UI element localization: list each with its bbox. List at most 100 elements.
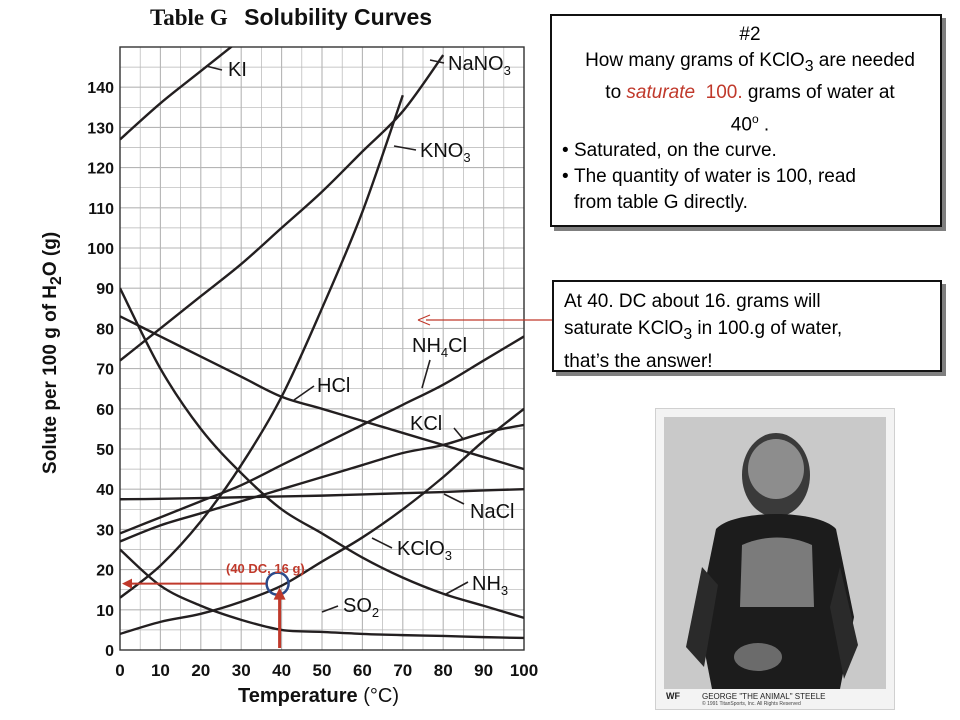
x-axis-label-unit: (°C): [363, 685, 399, 707]
bullet-1-text: Saturated, on the curve.: [574, 140, 777, 162]
curve-label: NaNO3: [448, 53, 511, 78]
answer-box: At 40. DC about 16. grams will saturate …: [552, 280, 942, 372]
answer-line-2-end: in 100.g of water,: [692, 318, 843, 339]
bullet-2-text: The quantity of water is 100, read from t…: [574, 164, 856, 216]
x-tick-label: 40: [272, 661, 291, 680]
y-tick-label: 0: [105, 643, 114, 660]
question-bullet-1: • Saturated, on the curve.: [562, 138, 938, 164]
photo-copyright: © 1991 TitanSports, Inc. All Rights Rese…: [702, 701, 801, 707]
x-tick-label: 10: [151, 661, 170, 680]
x-tick-label: 80: [434, 661, 453, 680]
x-axis-label: Temperature (°C): [238, 685, 399, 708]
curve-label-leader: [321, 605, 339, 613]
x-tick-label: 70: [393, 661, 412, 680]
wwf-logo: WF: [666, 691, 680, 701]
photo-caption: GEORGE "THE ANIMAL" STEELE: [702, 692, 826, 701]
wrestler-photo: WF GEORGE "THE ANIMAL" STEELE © 1991 Tit…: [655, 408, 895, 710]
question-line-2-end: grams of water at: [742, 81, 895, 103]
curve-kno3: [120, 94, 404, 599]
question-bullet-2: • The quantity of water is 100, read from …: [562, 164, 938, 216]
y-axis-label: Solute per 100 g of H2O (g): [40, 203, 66, 503]
question-word-saturate: saturate: [626, 81, 696, 103]
question-line-1-text: How many grams of KClO: [585, 50, 805, 71]
question-number: 100.: [705, 81, 743, 103]
curve-label: NH3: [472, 573, 508, 598]
x-tick-label: 100: [510, 661, 538, 680]
x-tick-label: 30: [232, 661, 251, 680]
bullet-2-line-1: The quantity of water is 100, read: [574, 166, 856, 188]
y-tick-label: 20: [96, 563, 114, 580]
table-id: Table G: [150, 5, 228, 30]
curve-label-leader: [205, 65, 223, 71]
curve-label-leader: [429, 59, 445, 64]
curve-label-leader: [293, 385, 315, 401]
curve-label-leader: [393, 145, 417, 151]
x-tick-label: 60: [353, 661, 372, 680]
curve-nh3: [120, 287, 524, 619]
curve-ki: [120, 47, 234, 141]
bullet-2-line-2: from table G directly.: [574, 192, 748, 214]
y-tick-label: 60: [96, 402, 114, 419]
answer-line-2: saturate KClO3 in 100.g of water,: [564, 315, 936, 348]
curve-label-leader: [453, 427, 465, 441]
curve-label: KCl: [410, 413, 442, 435]
y-tick-label: 130: [87, 120, 114, 137]
curve-kcl: [120, 423, 524, 543]
y-axis-label-rest: O (g): [40, 231, 62, 277]
question-bullets: • Saturated, on the curve. • The quantity …: [562, 138, 938, 216]
question-degree-sup: o: [751, 111, 759, 126]
curve-label: SO2: [343, 595, 379, 620]
y-tick-label: 80: [96, 321, 114, 338]
answer-line-1: At 40. DC about 16. grams will: [564, 291, 821, 312]
y-axis-label-sub: 2: [47, 276, 65, 285]
y-tick-label: 110: [88, 201, 114, 218]
curve-label-leader: [421, 359, 431, 389]
plot-frame: [119, 46, 525, 651]
y-tick-label: 140: [87, 80, 114, 97]
answer-line-2-sub: 3: [683, 325, 693, 343]
wrestler-silhouette: [664, 417, 886, 689]
x-tick-label: 0: [115, 661, 124, 680]
highlight-point-label: (40 DC, 16 g): [226, 561, 305, 576]
x-axis-label-main: Temperature: [238, 685, 358, 707]
vertical-arrow-head: [273, 587, 286, 600]
curve-label: KI: [228, 59, 247, 81]
question-line-3-end: .: [758, 114, 770, 136]
answer-pointer-head: [417, 314, 431, 326]
photo-image: [664, 417, 886, 689]
x-tick-label: 90: [474, 661, 493, 680]
y-tick-label: 50: [96, 442, 114, 459]
x-tick-label: 50: [313, 661, 332, 680]
curve-nh4cl: [120, 335, 524, 535]
y-tick-label: 70: [96, 362, 114, 379]
question-heading: #2: [739, 24, 761, 45]
y-tick-label: 120: [87, 161, 114, 178]
question-line-2-pre: to: [605, 81, 627, 103]
curve-hcl: [120, 315, 524, 471]
question-line-1-end: are needed: [813, 50, 915, 71]
curve-label: KNO3: [420, 140, 471, 165]
y-tick-label: 10: [96, 603, 114, 620]
table-title-text: Solubility Curves: [244, 4, 433, 30]
horizontal-arrow-head: [122, 578, 132, 589]
x-tick-label: 20: [191, 661, 210, 680]
curve-label: KClO3: [397, 538, 452, 563]
curve-kclo3: [120, 407, 524, 636]
y-tick-label: 30: [96, 522, 114, 539]
chart-title: Table G Solubility Curves: [150, 4, 432, 31]
answer-line-3: that’s the answer!: [564, 350, 713, 372]
bullet-dot: •: [562, 166, 569, 188]
question-box: #2 How many grams of KClO3 are needed to…: [550, 14, 942, 227]
answer-line-2-pre: saturate KClO: [564, 318, 684, 339]
bullet-dot: •: [562, 140, 569, 162]
y-tick-label: 90: [96, 281, 114, 298]
curve-nacl: [120, 488, 524, 501]
curve-label-leader: [371, 537, 393, 549]
y-tick-label: 100: [87, 241, 114, 258]
curve-label: NaCl: [470, 501, 514, 523]
y-axis-label-main: Solute per 100 g of H: [40, 284, 62, 474]
question-line-3: 40o .: [562, 106, 938, 138]
curve-so2: [120, 548, 524, 640]
question-line-1-sub: 3: [804, 57, 814, 75]
